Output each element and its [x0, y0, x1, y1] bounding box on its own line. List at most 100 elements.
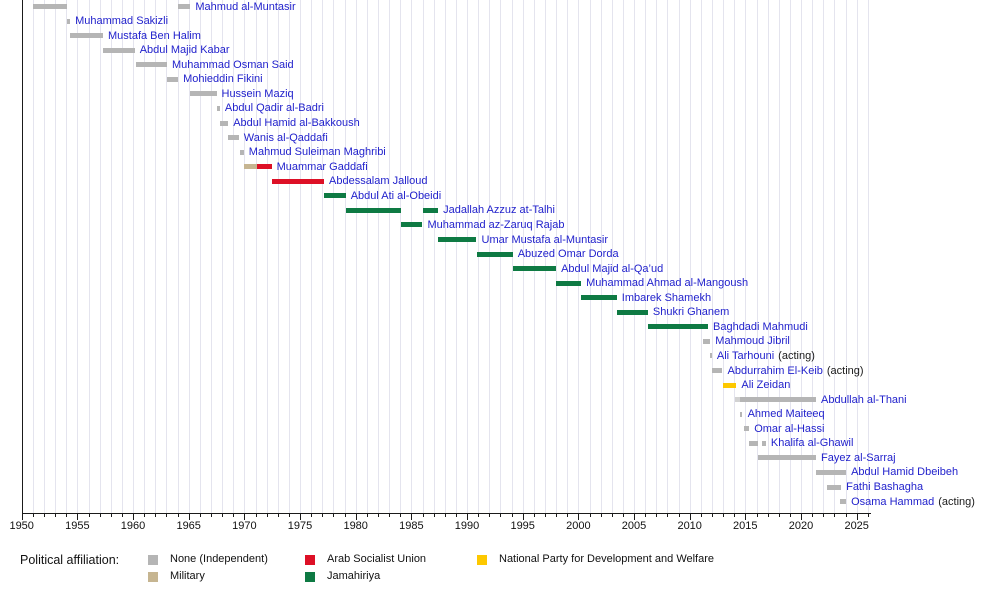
pm-name-label: Abdurrahim El-Keib (acting)	[728, 365, 864, 377]
pm-name-label: Ali Zeidan	[741, 379, 790, 391]
major-tick	[411, 514, 413, 520]
year-gridline	[455, 0, 457, 513]
major-tick	[188, 514, 190, 520]
major-tick	[355, 514, 357, 520]
pm-name-link[interactable]: Muhammad Osman Said	[172, 58, 294, 71]
year-gridline	[478, 0, 480, 513]
minor-tick	[177, 514, 179, 517]
year-gridline	[144, 0, 146, 513]
pm-name-link[interactable]: Imbarek Shamekh	[621, 291, 712, 304]
pm-name-label: Muammar Gaddafi	[277, 161, 368, 173]
pm-name-label: Ali Tarhouni (acting)	[717, 350, 815, 362]
pm-name-link[interactable]: Ali Tarhouni	[716, 349, 775, 362]
minor-tick	[678, 514, 680, 517]
pm-name-link[interactable]: Abdul Qadir al-Badri	[224, 102, 324, 115]
term-bar	[243, 164, 258, 170]
pm-name-link[interactable]: Jadallah Azzuz at-Talhi	[443, 204, 555, 217]
year-gridline	[300, 0, 301, 513]
pm-name-link[interactable]: Abdul Hamid al-Bakkoush	[233, 117, 360, 129]
pm-name-link[interactable]: Osama Hammad	[851, 495, 935, 508]
term-bar	[761, 440, 766, 446]
pm-name-link[interactable]: Mahmoud Jibril	[715, 335, 790, 348]
term-bar	[758, 455, 816, 461]
pm-name-label: Muhammad Sakizli	[75, 15, 168, 27]
pm-name-link[interactable]: Abuzed Omar Dorda	[517, 248, 619, 260]
pm-name-link[interactable]: Muhammad Ahmad al-Mangoush	[586, 277, 749, 290]
year-gridline	[867, 0, 869, 513]
term-bar	[239, 149, 244, 155]
pm-name-link[interactable]: Mohieddin Fikini	[183, 73, 263, 86]
year-gridline	[155, 0, 157, 513]
pm-name-label: Baghdadi Mahmudi	[713, 321, 808, 333]
term-bar	[257, 164, 272, 170]
pm-name-link[interactable]: Muhammad Sakizli	[75, 15, 169, 28]
pm-name-link[interactable]: Omar al-Hassi	[754, 422, 825, 435]
year-gridline	[255, 0, 257, 513]
pm-name-label: Abdul Hamid al-Bakkoush	[233, 117, 360, 129]
minor-tick	[611, 514, 613, 517]
minor-tick	[645, 514, 647, 517]
term-bar	[703, 338, 711, 344]
pm-name-link[interactable]: Abdul Majid al-Qa’ud	[561, 262, 664, 275]
minor-tick	[845, 514, 847, 517]
term-bar	[711, 368, 723, 373]
minor-tick	[867, 514, 869, 517]
pm-name-link[interactable]: Ali Zeidan	[741, 379, 791, 392]
pm-name-link[interactable]: Muammar Gaddafi	[276, 160, 368, 173]
pm-name-link[interactable]: Khalifa al-Ghawil	[770, 437, 854, 450]
pm-name-label: Muhammad Ahmad al-Mangoush	[586, 277, 748, 289]
pm-name-label: Imbarek Shamekh	[622, 292, 711, 304]
axis-tick-label: 1995	[510, 520, 535, 532]
year-gridline	[88, 0, 90, 513]
pm-name-link[interactable]: Hussein Maziq	[221, 87, 294, 100]
minor-tick	[778, 514, 780, 517]
axis-tick-label: 2000	[566, 520, 591, 532]
year-gridline	[333, 0, 335, 513]
pm-name-link[interactable]: Abdul Ati al-Obeidi	[350, 189, 442, 202]
pm-name-link[interactable]: Shukri Ghanem	[652, 306, 730, 319]
year-gridline	[389, 0, 391, 513]
year-gridline	[422, 0, 424, 513]
year-gridline	[266, 0, 268, 513]
pm-name-link[interactable]: Wanis al-Qaddafi	[243, 131, 328, 144]
axis-tick-label: 1950	[9, 520, 34, 532]
legend-swatch-military	[148, 572, 158, 582]
minor-tick	[533, 514, 535, 517]
major-tick	[578, 514, 580, 520]
pm-name-link[interactable]: Abdurrahim El-Keib	[727, 364, 823, 377]
year-gridline	[99, 0, 101, 513]
pm-name-label: Khalifa al-Ghawil	[771, 437, 854, 449]
pm-name-link[interactable]: Abdul Majid Kabar	[139, 44, 230, 57]
term-bar	[70, 33, 103, 39]
pm-name-label: Mustafa Ben Halim	[108, 30, 201, 42]
pm-name-link[interactable]: Abdul Hamid Dbeibeh	[851, 466, 959, 479]
minor-tick	[556, 514, 558, 517]
year-gridline	[812, 0, 814, 513]
term-bar	[228, 135, 239, 140]
pm-name-link[interactable]: Umar Mustafa al-Muntasir	[481, 233, 609, 246]
pm-name-link[interactable]: Fathi Bashagha	[846, 481, 924, 493]
pm-name-link[interactable]: Mahmud Suleiman Maghribi	[248, 146, 386, 159]
year-gridline	[489, 0, 491, 513]
pm-name-link[interactable]: Abdullah al-Thani	[821, 393, 907, 406]
year-gridline	[467, 0, 468, 513]
year-gridline	[244, 0, 246, 513]
term-bar	[476, 251, 513, 257]
pm-name-link[interactable]: Ahmed Maiteeq	[747, 408, 825, 421]
pm-name-link[interactable]: Mustafa Ben Halim	[108, 29, 201, 42]
year-gridline	[689, 0, 691, 513]
pm-name-link[interactable]: Baghdadi Mahmudi	[713, 320, 808, 333]
pm-name-link[interactable]: Fayez al-Sarraj	[821, 451, 896, 464]
year-gridline	[378, 0, 379, 513]
minor-tick	[600, 514, 602, 517]
axis-tick-label: 1975	[287, 520, 313, 532]
minor-tick	[311, 514, 313, 517]
year-gridline	[199, 0, 201, 513]
year-gridline	[834, 0, 836, 513]
pm-name-link[interactable]: Mahmud al-Muntasir	[195, 0, 296, 13]
term-bar	[324, 193, 346, 199]
major-tick	[689, 514, 691, 520]
year-gridline	[55, 0, 57, 513]
pm-name-link[interactable]: Muhammad az-Zaruq Rajab	[427, 218, 565, 231]
pm-name-link[interactable]: Abdessalam Jalloud	[329, 175, 428, 188]
